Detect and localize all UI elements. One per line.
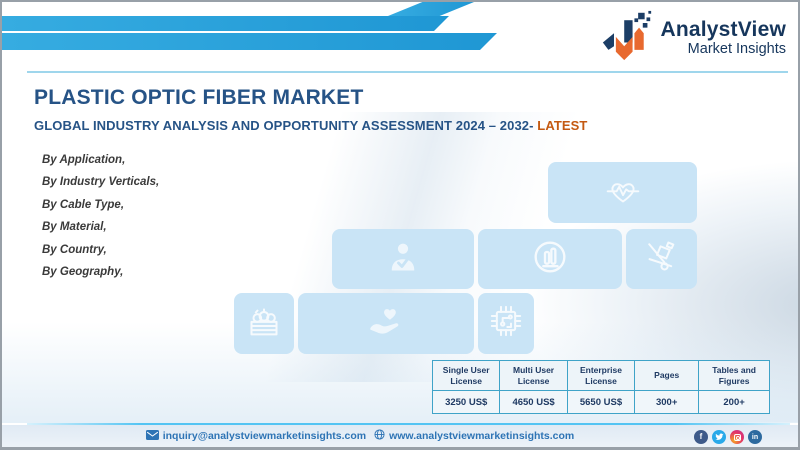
pricing-header-row: Single User License Multi User License E… xyxy=(431,360,770,391)
segment-item: By Application, xyxy=(42,154,126,166)
pricing-value-tables-figures: 200+ xyxy=(698,390,770,414)
pricing-header-tables-figures: Tables and Figures xyxy=(698,360,770,391)
segment-item: By Material, xyxy=(42,221,107,234)
produce-crate-icon xyxy=(244,301,284,346)
segment-item: By Geography, xyxy=(42,266,124,279)
pricing-value-row: 3250 US$ 4650 US$ 5650 US$ 300+ 200+ xyxy=(431,390,770,414)
header-divider xyxy=(27,71,788,73)
pricing-value-pages: 300+ xyxy=(634,390,700,414)
logo-text: AnalystView Market Insights xyxy=(660,19,786,57)
logo-company-name: AnalystView xyxy=(660,18,786,42)
pricing-header-enterprise: Enterprise License xyxy=(566,360,636,391)
heartbeat-icon xyxy=(600,174,646,211)
segment-item: By Industry Verticals, xyxy=(42,176,160,189)
tile-logistics xyxy=(626,229,697,289)
segment-item: By Cable Type, xyxy=(42,198,125,211)
footer-contact: inquiry@analystviewmarketinsights.com ww… xyxy=(2,429,718,443)
website-text: www.analystviewmarketinsights.com xyxy=(389,430,575,442)
website-link[interactable]: www.analystviewmarketinsights.com xyxy=(374,429,574,443)
cpu-chip-icon xyxy=(486,301,526,346)
tile-technology xyxy=(478,293,534,354)
logo-bar-chart-icon xyxy=(601,9,653,68)
tile-consumer xyxy=(332,229,474,289)
segment-item: By Country, xyxy=(42,243,107,256)
tile-food xyxy=(234,293,294,354)
page-title: PLASTIC OPTIC FIBER MARKET xyxy=(34,86,364,109)
linkedin-icon[interactable]: in xyxy=(748,430,762,444)
hand-truck-icon xyxy=(645,240,679,279)
hand-heart-icon xyxy=(362,304,410,343)
tile-care xyxy=(298,293,474,354)
pricing-value-enterprise: 5650 US$ xyxy=(566,390,636,414)
globe-icon xyxy=(374,429,385,443)
pricing-header-pages: Pages xyxy=(634,360,700,391)
subtitle-text: GLOBAL INDUSTRY ANALYSIS AND OPPORTUNITY… xyxy=(34,118,534,133)
twitter-icon[interactable] xyxy=(712,430,726,444)
banner-stripe-bottom xyxy=(2,33,497,50)
subtitle-highlight: LATEST xyxy=(537,118,588,133)
segmentation-list: By Application, By Industry Verticals, B… xyxy=(42,149,159,283)
banner-stripe-top xyxy=(2,16,449,31)
email-link[interactable]: inquiry@analystviewmarketinsights.com xyxy=(145,429,367,443)
pricing-value-single-user: 3250 US$ xyxy=(431,390,501,414)
pricing-header-multi-user: Multi User License xyxy=(499,360,568,391)
tile-healthcare xyxy=(548,162,697,223)
user-check-icon xyxy=(385,239,421,280)
facebook-icon[interactable]: f xyxy=(694,430,708,444)
report-subtitle: GLOBAL INDUSTRY ANALYSIS AND OPPORTUNITY… xyxy=(34,118,587,133)
pricing-table: Single User License Multi User License E… xyxy=(431,360,770,414)
company-logo: AnalystView Market Insights xyxy=(601,9,786,68)
pricing-header-single-user: Single User License xyxy=(431,360,501,391)
social-links: f in xyxy=(694,430,762,444)
footer-divider xyxy=(27,423,790,425)
footer-band xyxy=(2,425,798,447)
logo-tagline: Market Insights xyxy=(687,41,786,58)
pricing-value-multi-user: 4650 US$ xyxy=(499,390,568,414)
banner-wedge-shape xyxy=(388,2,474,16)
instagram-icon[interactable] xyxy=(730,430,744,444)
envelope-icon xyxy=(145,429,159,443)
email-text: inquiry@analystviewmarketinsights.com xyxy=(162,430,367,442)
bar-chart-icon xyxy=(530,237,570,282)
tile-analytics xyxy=(478,229,622,289)
